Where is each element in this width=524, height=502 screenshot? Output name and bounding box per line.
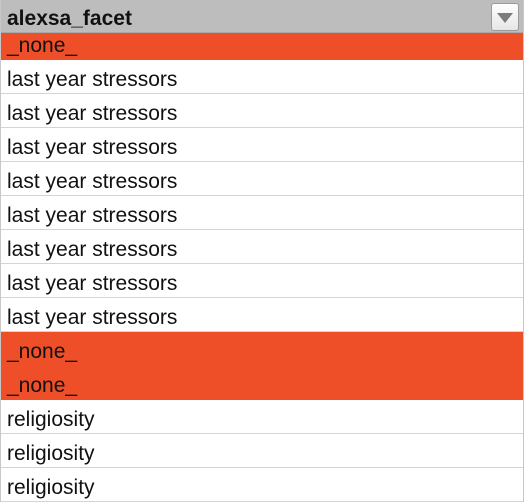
table-row[interactable]: _none_ xyxy=(1,366,523,400)
cell-value: last year stressors xyxy=(7,204,178,227)
cell-value: last year stressors xyxy=(7,136,178,159)
table-row[interactable]: last year stressors xyxy=(1,162,523,196)
cell-value: religiosity xyxy=(7,476,95,499)
cell-value: _none_ xyxy=(7,340,78,363)
column-header-label: alexsa_facet xyxy=(7,7,132,30)
table-row[interactable]: last year stressors xyxy=(1,298,523,332)
cell-value: religiosity xyxy=(7,408,95,431)
cell-value: religiosity xyxy=(7,442,95,465)
table-row[interactable]: last year stressors xyxy=(1,94,523,128)
cell-value: _none_ xyxy=(7,34,78,57)
cell-value: last year stressors xyxy=(7,238,178,261)
table-row[interactable]: religiosity xyxy=(1,468,523,502)
table-row[interactable]: last year stressors xyxy=(1,230,523,264)
cell-value: last year stressors xyxy=(7,170,178,193)
dropdown-triangle-icon xyxy=(497,13,513,23)
table-row[interactable]: last year stressors xyxy=(1,128,523,162)
table-row[interactable]: last year stressors xyxy=(1,264,523,298)
cell-list: _none_ last year stressors last year str… xyxy=(1,27,523,502)
cell-value: last year stressors xyxy=(7,306,178,329)
cell-value: last year stressors xyxy=(7,68,178,91)
table-row[interactable]: religiosity xyxy=(1,434,523,468)
filter-dropdown-button[interactable] xyxy=(491,3,519,31)
table-row[interactable]: last year stressors xyxy=(1,60,523,94)
cell-value: _none_ xyxy=(7,374,78,397)
table-row[interactable]: last year stressors xyxy=(1,196,523,230)
table-row[interactable]: _none_ xyxy=(1,332,523,366)
table-row[interactable]: religiosity xyxy=(1,400,523,434)
cell-value: last year stressors xyxy=(7,272,178,295)
cell-value: last year stressors xyxy=(7,102,178,125)
column-header[interactable]: alexsa_facet xyxy=(1,0,523,33)
